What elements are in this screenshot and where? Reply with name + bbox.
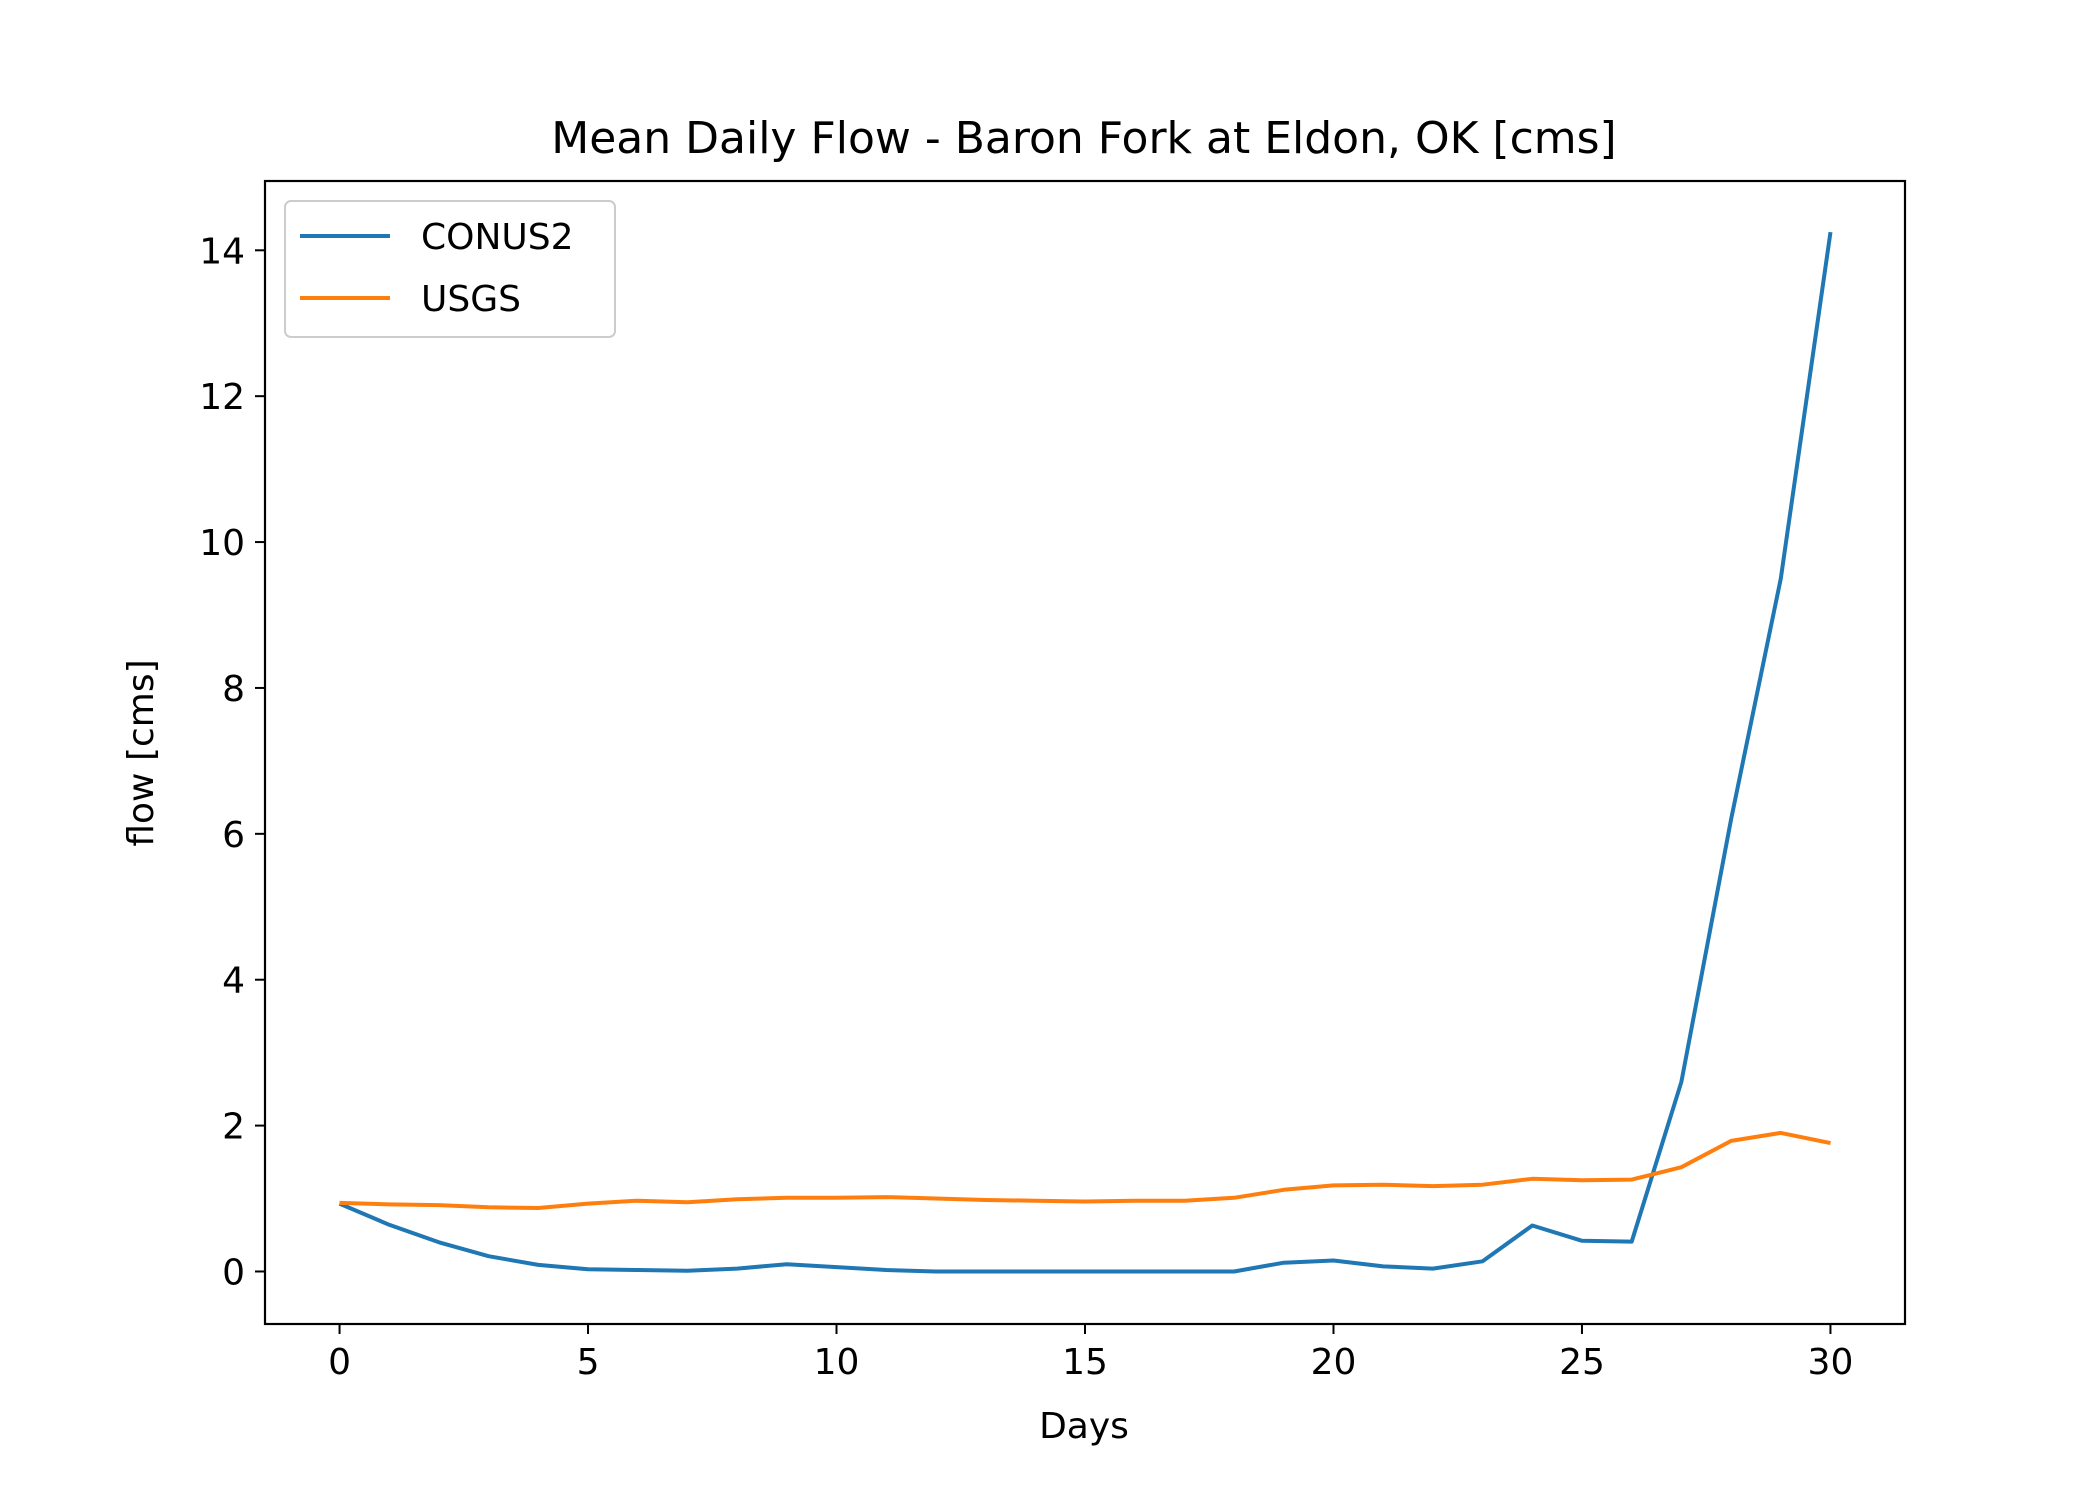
y-tick-label: 14: [199, 231, 245, 272]
y-tick-label: 8: [222, 669, 245, 710]
y-axis: 0 2 4 6 8 10 12 14: [199, 231, 265, 1293]
series-line-usgs: [339, 1130, 1831, 1210]
x-axis-label: Days: [1039, 1406, 1129, 1447]
y-tick-label: 2: [222, 1107, 245, 1148]
x-tick-label: 10: [814, 1342, 860, 1383]
legend-label-conus2: CONUS2: [421, 217, 574, 258]
legend: CONUS2 USGS: [284, 200, 616, 338]
x-tick-label: 30: [1808, 1342, 1854, 1383]
x-axis: 0 5 10 15 20 25 30: [328, 1324, 1853, 1383]
legend-label-usgs: USGS: [421, 279, 521, 320]
series-line-conus2: [338, 231, 1833, 1274]
chart-title: Mean Daily Flow - Baron Fork at Eldon, O…: [551, 113, 1616, 164]
y-tick-label: 12: [199, 377, 245, 418]
x-tick-label: 25: [1559, 1342, 1605, 1383]
plot-lines: [338, 231, 1833, 1274]
x-tick-label: 20: [1311, 1342, 1357, 1383]
y-tick-label: 6: [222, 815, 245, 856]
y-tick-label: 4: [222, 961, 245, 1002]
y-axis-label: flow [cms]: [121, 659, 162, 846]
y-tick-label: 10: [199, 523, 245, 564]
y-tick-label: 0: [222, 1252, 245, 1293]
x-tick-label: 5: [577, 1342, 600, 1383]
x-tick-label: 15: [1062, 1342, 1108, 1383]
x-tick-label: 0: [328, 1342, 351, 1383]
